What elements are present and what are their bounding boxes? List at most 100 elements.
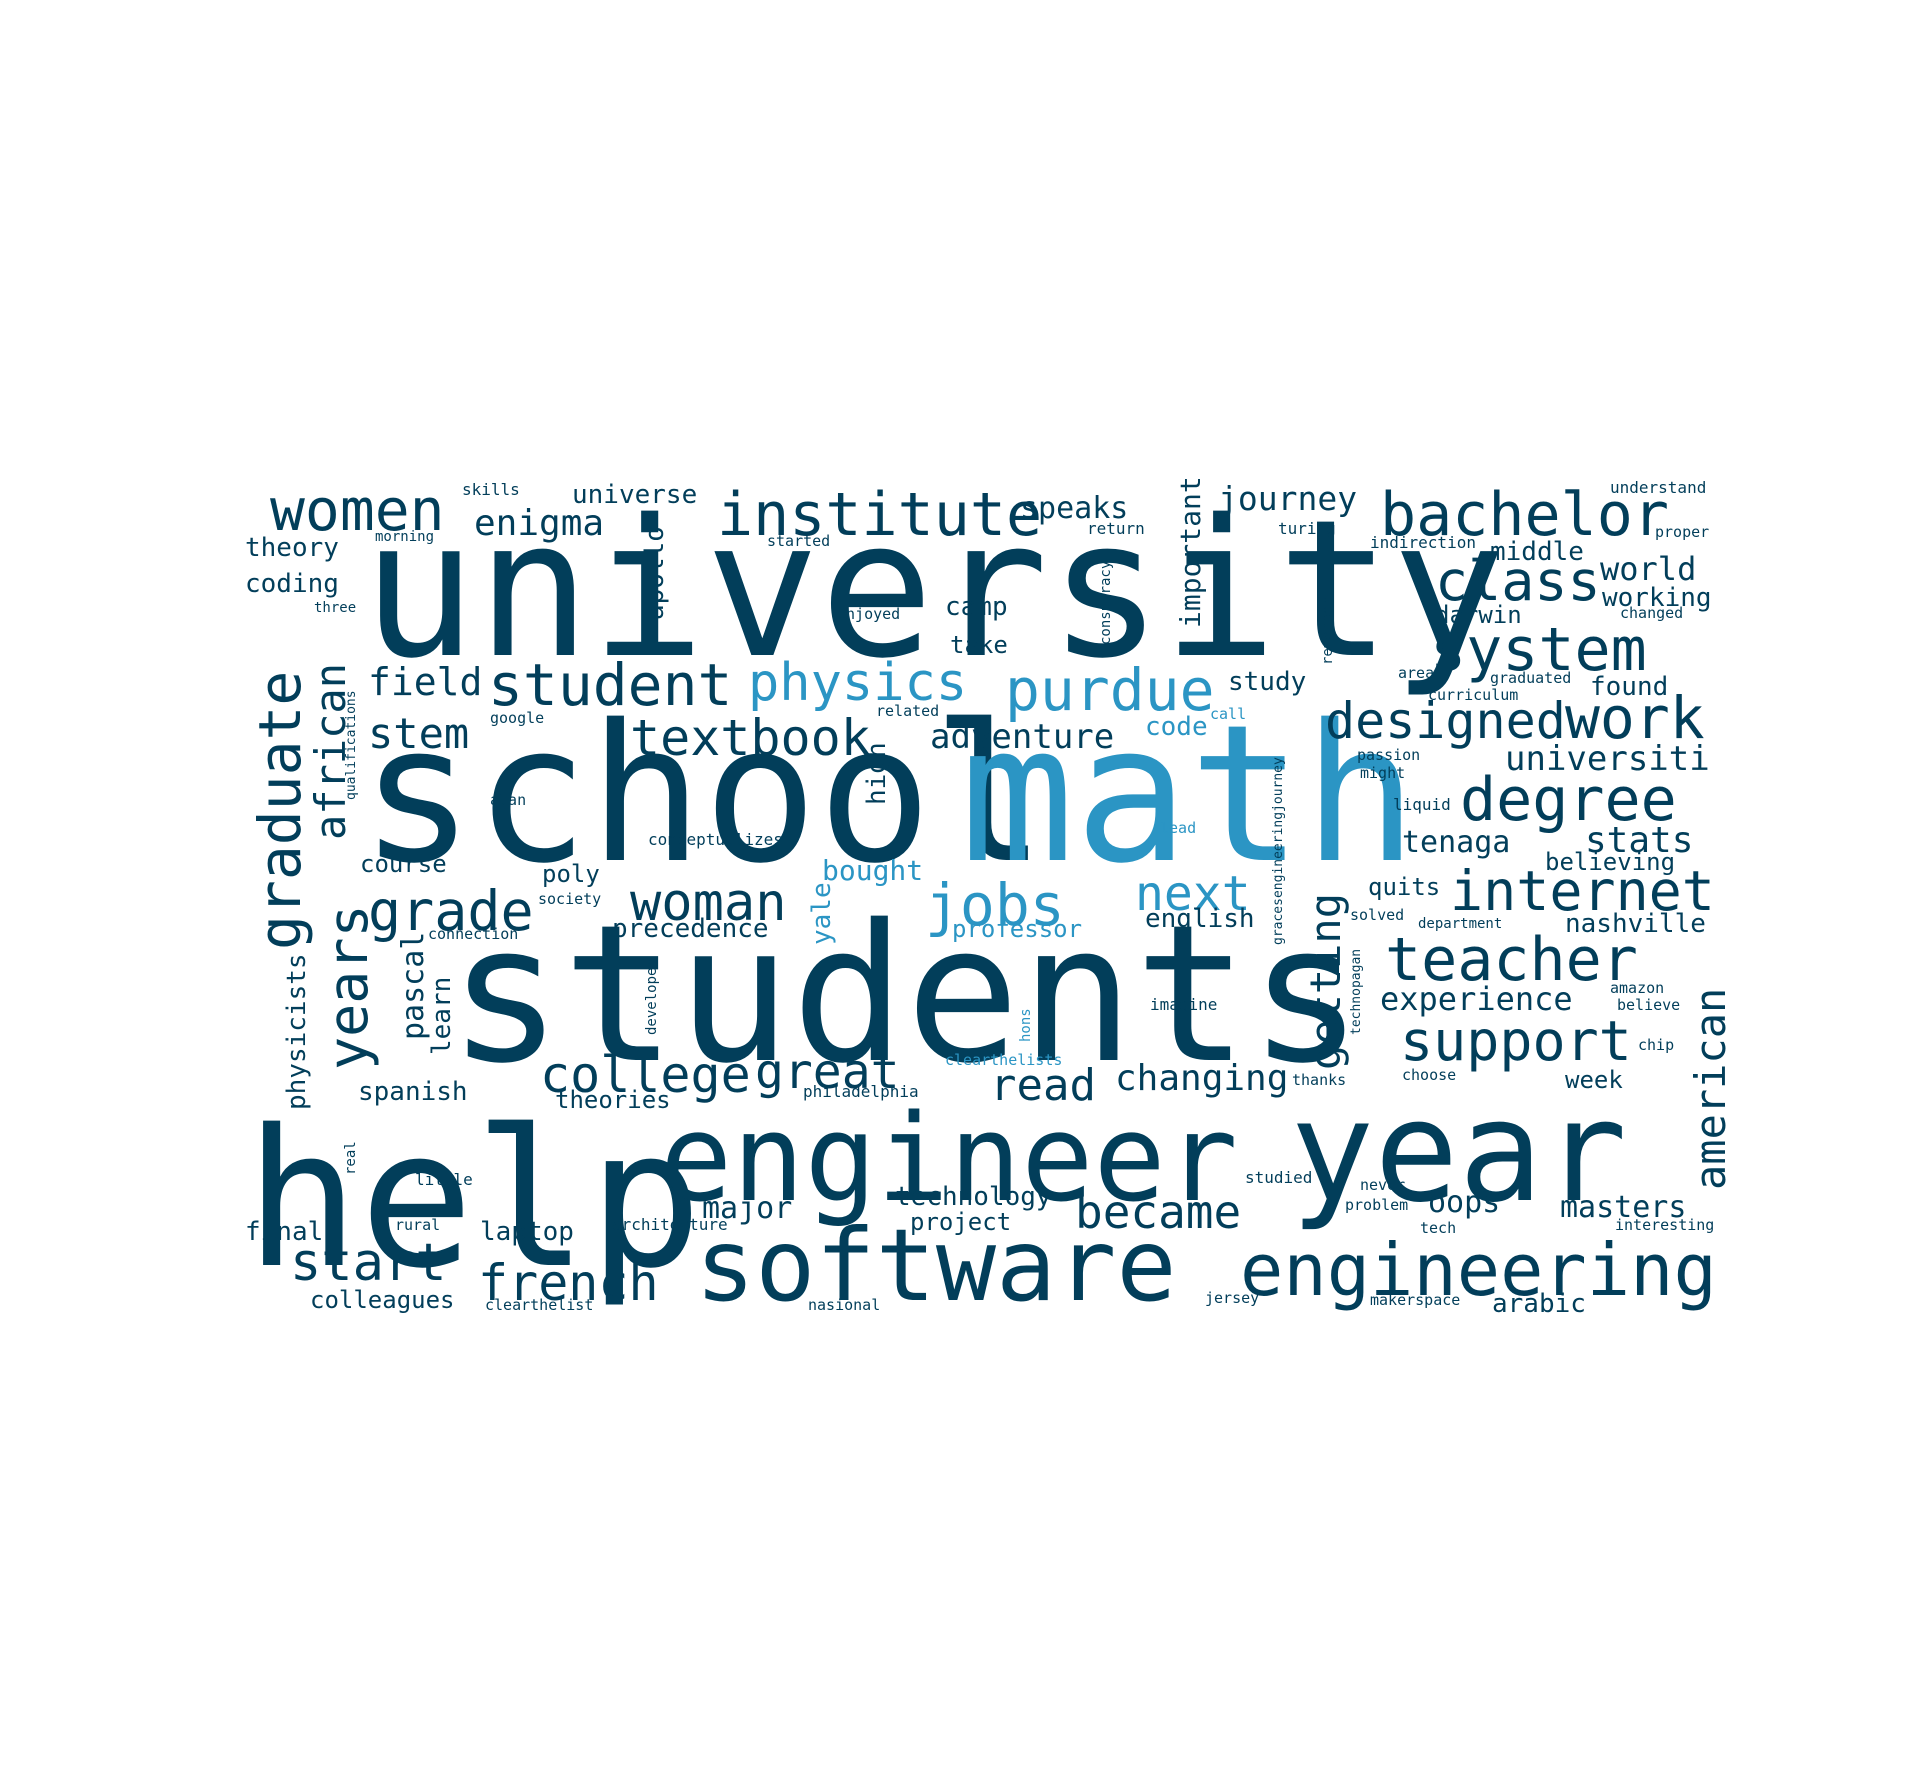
word-coding: coding: [245, 569, 339, 599]
word-precedence: precedence: [612, 914, 769, 944]
word-proper: proper: [1655, 523, 1709, 541]
word-google: google: [490, 709, 544, 727]
word-enjoyed: enjoyed: [837, 605, 900, 623]
word-return: return: [1087, 519, 1145, 538]
word-laptop: laptop: [480, 1217, 574, 1247]
word-student: student: [488, 651, 732, 719]
word-course: course: [360, 850, 447, 878]
word-architecture: architecture: [612, 1215, 728, 1234]
word-area: area: [1398, 664, 1434, 682]
word-started: started: [767, 532, 830, 550]
word-clearthelist: clearthelist: [485, 1296, 593, 1314]
word-apollo: apollo: [640, 526, 670, 620]
word-field: field: [368, 660, 482, 704]
word-study: study: [1228, 667, 1306, 697]
word-interesting: interesting: [1615, 1216, 1714, 1234]
word-passion: passion: [1357, 746, 1420, 764]
word-bought: bought: [822, 854, 923, 887]
word-working: working: [1602, 583, 1712, 613]
word-choose: choose: [1402, 1066, 1456, 1084]
word-skills: skills: [462, 480, 520, 499]
word-lead: lead: [1160, 819, 1196, 837]
word-universe: universe: [572, 480, 697, 510]
word-poly: poly: [542, 860, 600, 888]
word-getting: getting: [1301, 893, 1350, 1070]
word-engineering: engineering: [1240, 1228, 1717, 1312]
word-alan: alan: [490, 791, 526, 809]
word-understand: understand: [1610, 478, 1706, 497]
word-project: project: [910, 1208, 1011, 1236]
word-arabic: arabic: [1492, 1289, 1586, 1319]
word-gracesengineeringjourney: gracesengineeringjourney: [1271, 757, 1286, 945]
word-experience: experience: [1380, 980, 1573, 1018]
word-grade: grade: [368, 879, 534, 943]
word-problem: problem: [1345, 1196, 1408, 1214]
word-help: help: [245, 1089, 703, 1310]
word-colleagues: colleagues: [310, 1286, 455, 1314]
word-quits: quits: [1368, 873, 1440, 901]
word-read: read: [990, 1060, 1096, 1111]
word-high: high: [862, 742, 892, 805]
word-bachelor: bachelor: [1380, 480, 1669, 550]
word-french: french: [478, 1254, 659, 1312]
word-woman: woman: [630, 873, 787, 933]
word-developer: developer: [644, 959, 660, 1035]
word-chip: chip: [1638, 1036, 1674, 1054]
word-connection: connection: [428, 925, 518, 943]
word-indirection: indirection: [1370, 533, 1476, 552]
word-jobs: jobs: [925, 871, 1065, 939]
word-math: math: [960, 684, 1418, 905]
word-solved: solved: [1350, 906, 1404, 924]
word-related: related: [876, 702, 939, 720]
word-university: university: [362, 479, 1506, 700]
word-adventure: adventure: [930, 717, 1114, 757]
word-conceptualizes: conceptualizes: [648, 830, 783, 849]
word-changed: changed: [1620, 604, 1683, 622]
word-believing: believing: [1545, 848, 1675, 876]
word-might: might: [1360, 764, 1405, 782]
word-imagine: imagine: [1150, 995, 1217, 1014]
word-women: women: [270, 476, 445, 544]
word-learn: learn: [427, 977, 457, 1055]
word-stem: stem: [368, 709, 469, 758]
word-middle: middle: [1490, 537, 1584, 567]
word-became: became: [1075, 1185, 1241, 1239]
word-technopagan: technopagan: [1349, 949, 1364, 1035]
word-physics: physics: [748, 653, 967, 713]
word-final: final: [245, 1217, 323, 1247]
word-years: years: [316, 904, 380, 1070]
word-enigma: enigma: [474, 503, 604, 544]
word-graduate: graduate: [246, 671, 314, 950]
word-tech: tech: [1420, 1219, 1456, 1237]
word-studied: studied: [1245, 1168, 1312, 1187]
word-conspiracy: conspiracy: [1098, 561, 1114, 645]
word-take: take: [950, 631, 1008, 659]
word-start: start: [290, 1233, 447, 1293]
word-society: society: [538, 890, 601, 908]
word-journey: journey: [1218, 479, 1357, 518]
word-teacher: teacher: [1385, 925, 1638, 995]
word-nasional: nasional: [808, 1296, 880, 1314]
word-liquid: liquid: [1393, 795, 1451, 814]
word-college: college: [540, 1046, 751, 1104]
word-believe: believe: [1617, 996, 1680, 1014]
word-system: system: [1430, 615, 1647, 685]
word-students: students: [448, 884, 1363, 1105]
word-jersey: jersey: [1205, 1289, 1259, 1307]
word-morning: morning: [375, 529, 434, 545]
word-found: found: [1590, 672, 1668, 702]
word-code: code: [1145, 712, 1208, 742]
word-yale: yale: [807, 882, 837, 945]
word-rural: rural: [395, 1216, 440, 1234]
word-important: important: [1174, 476, 1207, 628]
word-tenaga: tenaga: [1402, 825, 1510, 860]
word-textbook: textbook: [630, 709, 871, 767]
word-degree: degree: [1460, 765, 1677, 835]
word-professor: professor: [952, 915, 1082, 943]
word-darwin: darwin: [1435, 601, 1522, 629]
word-thanks: thanks: [1292, 1071, 1346, 1089]
word-class: class: [1435, 549, 1601, 613]
word-major: major: [702, 1191, 792, 1226]
word-qualifications: qualifications: [344, 690, 359, 800]
